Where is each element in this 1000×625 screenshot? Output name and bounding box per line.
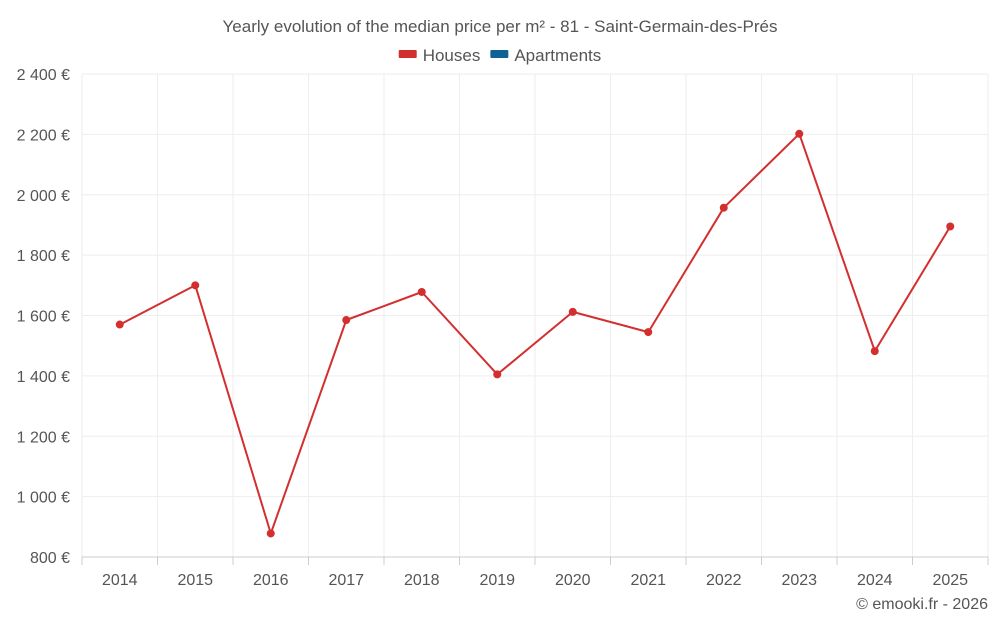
x-tick-label: 2018	[404, 572, 440, 589]
legend-label: Houses	[423, 46, 481, 65]
y-tick-label: 1 200 €	[17, 429, 70, 446]
data-point[interactable]	[342, 316, 351, 325]
y-tick-label: 800 €	[30, 550, 70, 567]
data-point[interactable]	[266, 529, 275, 538]
data-point[interactable]	[493, 370, 502, 379]
x-tick-label: 2017	[328, 572, 364, 589]
legend-swatch	[398, 50, 417, 58]
data-point[interactable]	[417, 287, 426, 296]
x-axis: 2014 2015 2016 2017 2018 2019 2020 2021 2022 2023…	[81, 556, 989, 589]
x-tick-label: 2014	[102, 572, 138, 589]
x-tick-label: 2019	[479, 572, 515, 589]
data-point[interactable]	[644, 328, 653, 337]
y-tick-label: 2 400 €	[17, 67, 70, 84]
legend-swatch	[490, 50, 509, 58]
series-line-houses	[119, 132, 952, 535]
legend-label: Apartments	[514, 46, 601, 65]
legend-item-apartments[interactable]: Apartments	[490, 46, 601, 65]
series	[115, 129, 955, 538]
data-point[interactable]	[191, 281, 200, 290]
data-point[interactable]	[870, 347, 879, 356]
data-point[interactable]	[795, 129, 804, 138]
data-point[interactable]	[568, 307, 577, 316]
y-tick-label: 1 600 €	[17, 309, 70, 326]
x-tick-label: 2020	[555, 572, 591, 589]
x-tick-label: 2021	[630, 572, 666, 589]
legend-item-houses[interactable]: Houses	[398, 46, 481, 65]
grid	[81, 73, 989, 558]
y-tick-label: 2 000 €	[17, 188, 70, 205]
x-tick-label: 2023	[781, 572, 817, 589]
x-tick-label: 2025	[932, 572, 968, 589]
x-tick-label: 2016	[253, 572, 289, 589]
chart-title: Yearly evolution of the median price per…	[223, 17, 778, 36]
data-point[interactable]	[115, 320, 124, 329]
x-tick-label: 2024	[857, 572, 893, 589]
x-tick-label: 2015	[177, 572, 213, 589]
credit-text: © emooki.fr - 2026	[856, 596, 988, 613]
y-axis: 800 € 1 000 € 1 200 € 1 400 € 1 600 € 1 800 €…	[17, 67, 70, 567]
data-point[interactable]	[719, 203, 728, 212]
legend[interactable]: Houses Apartments	[398, 46, 602, 65]
data-point[interactable]	[946, 222, 955, 231]
y-tick-label: 2 200 €	[17, 127, 70, 144]
y-tick-label: 1 000 €	[17, 490, 70, 507]
y-tick-label: 1 800 €	[17, 248, 70, 265]
y-tick-label: 1 400 €	[17, 369, 70, 386]
x-tick-label: 2022	[706, 572, 742, 589]
